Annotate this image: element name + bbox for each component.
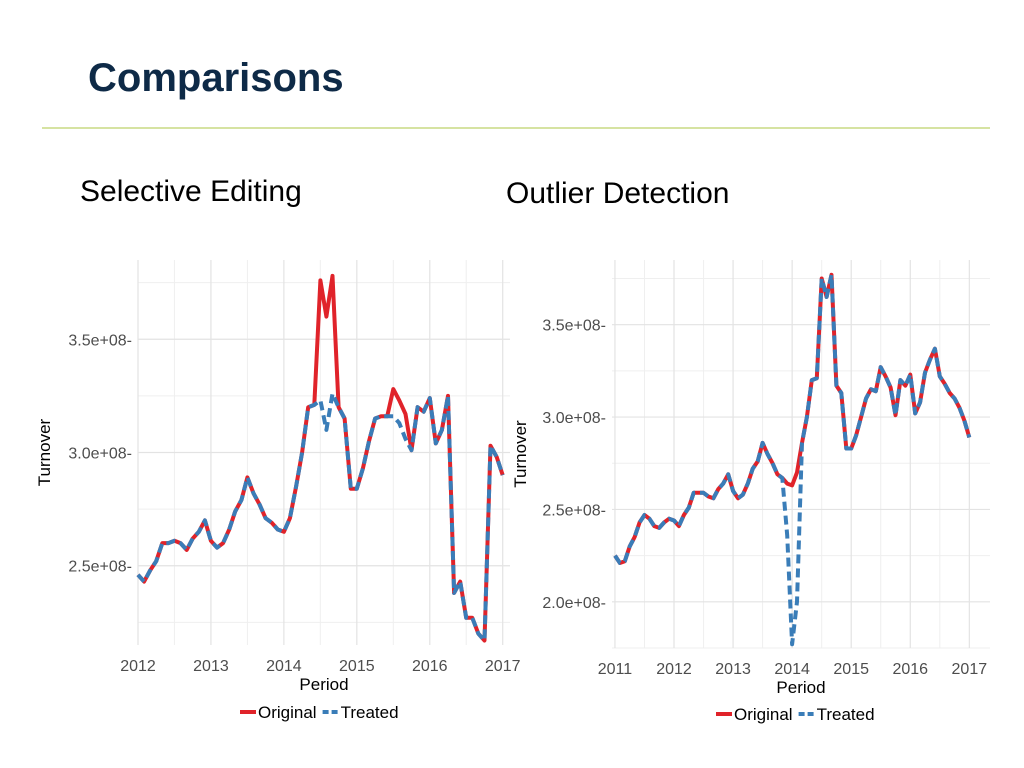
od-legend-label-original: Original	[734, 705, 793, 724]
od-x-tick-label: 2012	[656, 661, 692, 678]
se-y-tick-label: 3.5e+08-	[68, 332, 132, 349]
od-y-tick-label: 2.0e+08-	[542, 595, 606, 612]
se-y-tick-label: 3.0e+08-	[68, 446, 132, 463]
se-x-tick-label: 2014	[266, 658, 302, 675]
od-y-tick-label: 3.0e+08-	[542, 410, 606, 427]
od-x-tick-label: 2011	[598, 661, 633, 678]
od-x-tick-label: 2014	[774, 661, 810, 678]
slide-title: Comparisons	[88, 56, 344, 100]
od-y-axis-title: Turnover	[511, 420, 530, 488]
od-x-tick-label: 2015	[833, 661, 869, 678]
od-x-tick-label: 2017	[952, 661, 988, 678]
od-x-tick-label: 2016	[892, 661, 928, 678]
od-x-axis-title: Period	[776, 678, 825, 697]
se-x-tick-label: 2012	[120, 658, 156, 675]
od-x-tick-label: 2013	[715, 661, 751, 678]
se-x-tick-label: 2017	[485, 658, 521, 675]
od-y-tick-label: 2.5e+08-	[542, 502, 606, 519]
od-series-line-treated	[613, 272, 972, 647]
se-x-tick-label: 2013	[193, 658, 229, 675]
chart-heading-selective-editing: Selective Editing	[80, 175, 302, 208]
title-divider	[42, 127, 990, 129]
se-x-axis-title: Period	[299, 675, 348, 694]
od-y-tick-label: 3.5e+08-	[542, 318, 606, 335]
se-legend-label-original: Original	[258, 703, 317, 722]
od-legend-label-treated: Treated	[817, 705, 875, 724]
se-x-tick-label: 2015	[339, 658, 375, 675]
se-legend-label-treated: Treated	[341, 703, 399, 722]
chart-heading-outlier-detection: Outlier Detection	[506, 177, 730, 210]
se-x-tick-label: 2016	[412, 658, 448, 675]
se-series-line-treated	[136, 391, 505, 643]
se-y-tick-label: 2.5e+08-	[68, 559, 132, 576]
se-y-axis-title: Turnover	[35, 418, 54, 486]
